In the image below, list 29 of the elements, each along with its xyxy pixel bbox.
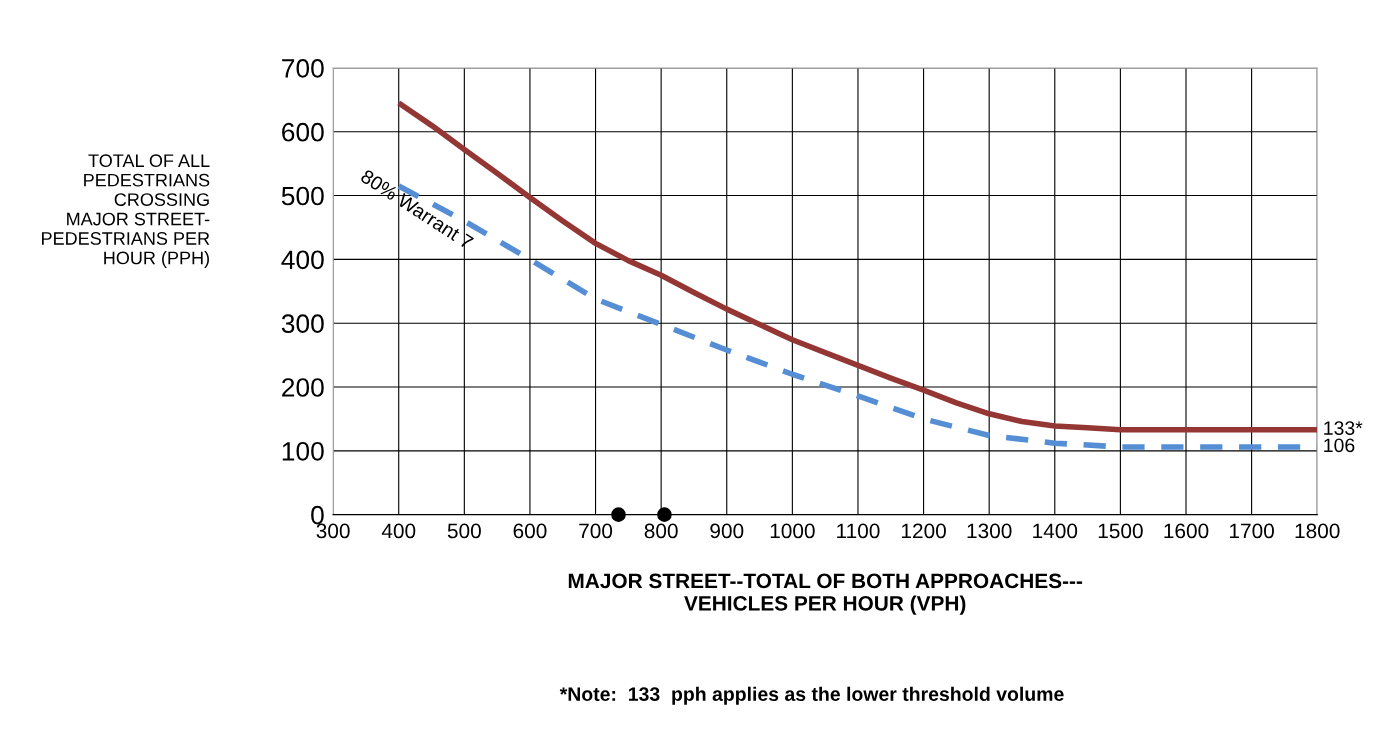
- y-tick-label: 300: [281, 314, 324, 333]
- y-axis-title: TOTAL OF ALL PEDESTRIANS CROSSING MAJOR STREET- PEDESTRIANS PER HOUR (PPH): [42, 154, 210, 268]
- x-tick-label: 1400: [1033, 523, 1078, 539]
- x-axis-title: MAJOR STREET--TOTAL OF BOTH APPROACHES--- VEHICLES PER HOUR (VPH): [568, 573, 1083, 615]
- annotation: 106: [1324, 438, 1355, 453]
- x-tick-label: 800: [644, 523, 678, 539]
- x-tick-label: 500: [447, 523, 481, 539]
- x-tick-label: 600: [513, 523, 547, 539]
- x-tick-label: 400: [381, 523, 416, 539]
- x-tick-label: 1500: [1098, 523, 1143, 539]
- y-tick-label: 600: [282, 122, 324, 142]
- y-tick-label: 0: [311, 505, 324, 525]
- x-tick-label: 1800: [1295, 523, 1340, 539]
- x-tick-label: 900: [710, 523, 744, 539]
- x-tick-label: 1700: [1230, 523, 1274, 539]
- annotation: 133*: [1324, 421, 1363, 435]
- x-tick-label: 700: [579, 523, 613, 539]
- x-tick-label: 1600: [1164, 523, 1209, 539]
- x-tick-label: 1200: [901, 523, 946, 539]
- text: *Note: 133 pph applies as the lower threshold volume: [559, 686, 1064, 705]
- y-tick-label: 700: [282, 59, 324, 78]
- y-tick-label: 100: [282, 441, 324, 461]
- x-tick-label: 1100: [837, 523, 880, 539]
- y-tick-label: 200: [282, 378, 324, 397]
- y-tick-label: 500: [281, 186, 324, 206]
- x-tick-label: 300: [316, 523, 350, 539]
- x-tick-label: 1300: [967, 523, 1012, 539]
- x-tick-label: 1000: [770, 523, 815, 539]
- y-tick-label: 400: [281, 250, 324, 270]
